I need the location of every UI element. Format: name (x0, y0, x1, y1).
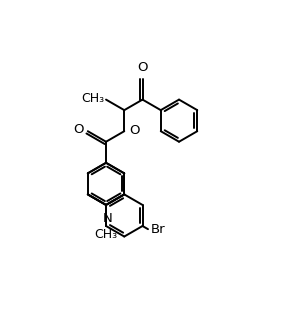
Text: O: O (129, 124, 139, 137)
Text: O: O (137, 61, 148, 74)
Text: CH₃: CH₃ (81, 92, 105, 105)
Text: O: O (73, 123, 83, 136)
Text: Br: Br (150, 223, 165, 236)
Text: N: N (103, 212, 112, 225)
Text: CH₃: CH₃ (94, 228, 118, 241)
